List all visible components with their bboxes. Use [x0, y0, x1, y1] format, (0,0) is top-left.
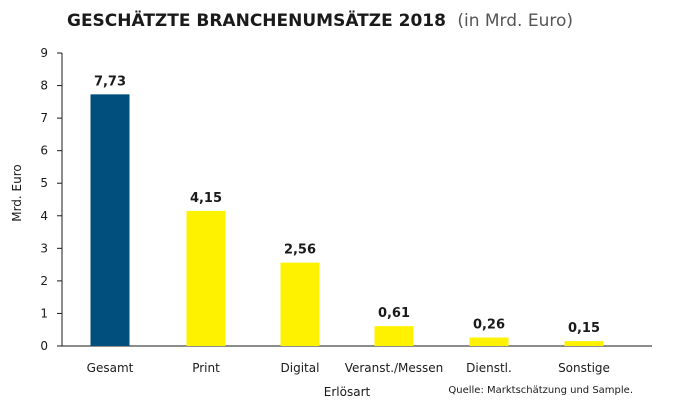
chart-title-line: GESCHÄTZTE BRANCHENUMSÄTZE 2018 (in Mrd.… [67, 9, 573, 31]
chart-title: GESCHÄTZTE BRANCHENUMSÄTZE 2018 [67, 9, 446, 31]
y-tick-label: 6 [40, 144, 48, 158]
y-axis-ticks: 0 1 2 3 4 5 6 7 8 9 [40, 46, 62, 353]
category-label: Veranst./Messen [345, 361, 444, 375]
category-label: Gesamt [87, 361, 134, 375]
chart-subtitle: (in Mrd. Euro) [457, 11, 573, 31]
y-tick-label: 5 [40, 176, 48, 190]
bar-veranst-messen [374, 326, 414, 346]
y-tick-label: 8 [40, 79, 48, 93]
bar-dienstl [469, 337, 509, 346]
y-tick-label: 7 [40, 111, 48, 125]
data-label: 7,73 [94, 74, 126, 89]
category-label: Sonstige [558, 361, 610, 375]
data-label: 4,15 [190, 191, 222, 206]
source-note: Quelle: Marktschätzung und Sample. [448, 385, 633, 396]
category-label: Digital [281, 361, 320, 375]
y-axis-title: Mrd. Euro [10, 164, 24, 222]
y-tick-label: 1 [40, 306, 48, 320]
x-axis-title: Erlösart [324, 385, 371, 399]
y-tick-label: 0 [40, 339, 48, 353]
y-tick-label: 4 [40, 209, 48, 223]
data-labels-group: 7,73 4,15 2,56 0,61 0,26 0,15 [94, 74, 600, 336]
y-tick-label: 2 [40, 274, 48, 288]
bar-gesamt [90, 94, 130, 347]
data-label: 0,15 [568, 321, 600, 336]
category-labels-group: Gesamt Print Digital Veranst./Messen Dienstl… [87, 361, 610, 375]
category-label: Dienstl. [466, 361, 512, 375]
category-label: Print [192, 361, 220, 375]
bar-sonstige [564, 341, 604, 346]
data-label: 0,26 [473, 318, 505, 333]
data-label: 0,61 [378, 306, 410, 321]
data-label: 2,56 [284, 243, 316, 258]
y-tick-label: 3 [40, 241, 48, 255]
y-tick-label: 9 [40, 46, 48, 60]
bar-print [186, 210, 226, 346]
bars-group [90, 94, 604, 347]
bar-digital [280, 262, 320, 346]
